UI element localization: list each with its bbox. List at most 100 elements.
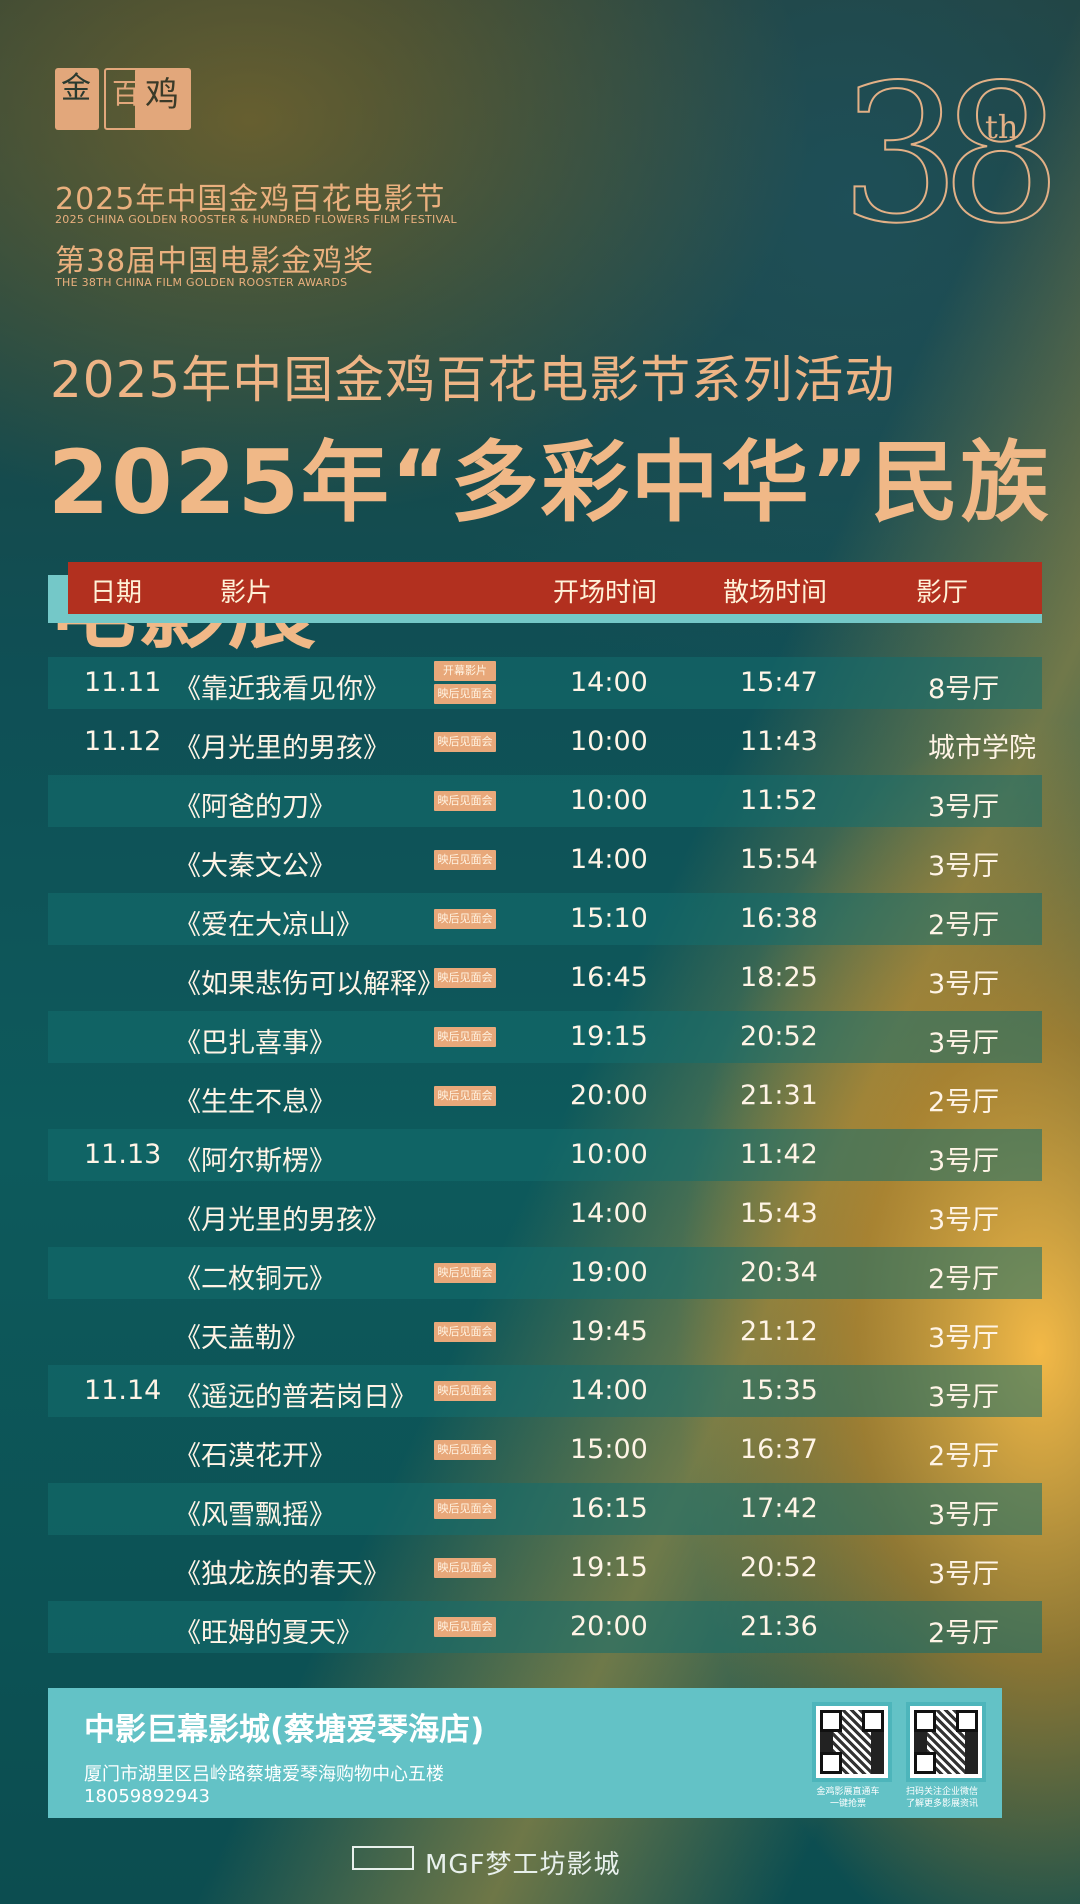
row-date: 11.13 bbox=[84, 1139, 162, 1170]
row-hall: 3号厅 bbox=[928, 969, 1000, 1000]
column-header-film: 影片 bbox=[220, 578, 273, 608]
row-end-time: 21:12 bbox=[740, 1316, 818, 1347]
row-film-title: 《月光里的男孩》 bbox=[174, 1205, 390, 1236]
table-row: 《巴扎喜事》 19:15 20:52 3号厅 映后见面会 bbox=[48, 1011, 1042, 1063]
row-hall: 3号厅 bbox=[928, 1205, 1000, 1236]
row-hall: 3号厅 bbox=[928, 851, 1000, 882]
venue-address: 厦门市湖里区吕岭路蔡塘爱琴海购物中心五楼 bbox=[84, 1764, 444, 1785]
row-event-tag: 映后见面会 bbox=[434, 732, 496, 752]
column-header-end: 散场时间 bbox=[723, 578, 828, 608]
row-film-title: 《如果悲伤可以解释》 bbox=[174, 969, 444, 1000]
row-event-tag: 映后见面会 bbox=[434, 1027, 496, 1047]
row-start-time: 15:10 bbox=[570, 903, 648, 934]
row-film-title: 《风雪飘摇》 bbox=[174, 1500, 336, 1531]
row-date: 11.12 bbox=[84, 726, 162, 757]
row-start-time: 20:00 bbox=[570, 1080, 648, 1111]
main-title: 2025年“多彩中华”民族电影展 bbox=[48, 431, 1051, 661]
table-header: 日期 影片 开场时间 散场时间 影厅 bbox=[68, 562, 1042, 614]
qr-caption-line: 了解更多影展资讯 bbox=[905, 1799, 978, 1809]
table-row: 《石漠花开》 15:00 16:37 2号厅 映后见面会 bbox=[48, 1424, 1042, 1476]
column-header-hall: 影厅 bbox=[916, 578, 969, 608]
row-start-time: 14:00 bbox=[570, 667, 648, 698]
wechat-qr-caption: 扫码关注企业微信 了解更多影展资讯 bbox=[897, 1786, 987, 1810]
row-film-title: 《月光里的男孩》 bbox=[174, 733, 390, 764]
festival-logo-char: 鸡 bbox=[145, 75, 179, 115]
table-row: 《月光里的男孩》 14:00 15:43 3号厅 bbox=[48, 1188, 1042, 1240]
table-row: 《天盖勒》 19:45 21:12 3号厅 映后见面会 bbox=[48, 1306, 1042, 1358]
venue-name: 中影巨幕影城(蔡塘爱琴海店) bbox=[84, 1712, 485, 1748]
row-end-time: 16:38 bbox=[740, 903, 818, 934]
row-hall: 3号厅 bbox=[928, 1559, 1000, 1590]
row-film-title: 《石漠花开》 bbox=[174, 1441, 336, 1472]
row-event-tag: 映后见面会 bbox=[434, 1086, 496, 1106]
row-film-title: 《巴扎喜事》 bbox=[174, 1028, 336, 1059]
column-header-date: 日期 bbox=[90, 578, 143, 608]
festival-logo-rooster-emblem: 鸡 bbox=[135, 68, 191, 130]
row-film-title: 《生生不息》 bbox=[174, 1087, 336, 1118]
row-start-time: 14:00 bbox=[570, 1198, 648, 1229]
mgf-logo-icon bbox=[352, 1846, 414, 1870]
row-end-time: 20:34 bbox=[740, 1257, 818, 1288]
row-start-time: 19:15 bbox=[570, 1021, 648, 1052]
qr-corner bbox=[914, 1710, 936, 1732]
award-name-cn: 第38届中国电影金鸡奖 bbox=[55, 244, 375, 279]
festival-logo-golden-rooster: 金 bbox=[55, 68, 99, 130]
row-film-title: 《独龙族的春天》 bbox=[174, 1559, 390, 1590]
row-start-time: 10:00 bbox=[570, 785, 648, 816]
row-hall: 2号厅 bbox=[928, 1618, 1000, 1649]
table-row: 11.14 《遥远的普若岗日》 14:00 15:35 3号厅 映后见面会 bbox=[48, 1365, 1042, 1417]
row-event-tag: 映后见面会 bbox=[434, 1558, 496, 1578]
row-start-time: 16:15 bbox=[570, 1493, 648, 1524]
row-hall: 2号厅 bbox=[928, 910, 1000, 941]
row-start-time: 19:45 bbox=[570, 1316, 648, 1347]
row-end-time: 20:52 bbox=[740, 1552, 818, 1583]
table-row: 《二枚铜元》 19:00 20:34 2号厅 映后见面会 bbox=[48, 1247, 1042, 1299]
row-event-tag: 映后见面会 bbox=[434, 1617, 496, 1637]
row-end-time: 15:35 bbox=[740, 1375, 818, 1406]
row-film-title: 《天盖勒》 bbox=[174, 1323, 309, 1354]
table-row: 《风雪飘摇》 16:15 17:42 3号厅 映后见面会 bbox=[48, 1483, 1042, 1535]
row-start-time: 19:00 bbox=[570, 1257, 648, 1288]
row-hall: 8号厅 bbox=[928, 674, 1000, 705]
row-end-time: 15:54 bbox=[740, 844, 818, 875]
ticket-qr-code[interactable] bbox=[812, 1702, 892, 1782]
row-end-time: 11:42 bbox=[740, 1139, 818, 1170]
table-row: 11.12 《月光里的男孩》 10:00 11:43 城市学院 映后见面会 bbox=[48, 716, 1042, 768]
row-hall: 2号厅 bbox=[928, 1441, 1000, 1472]
row-date: 11.11 bbox=[84, 667, 162, 698]
column-header-start: 开场时间 bbox=[553, 578, 658, 608]
venue-box: 中影巨幕影城(蔡塘爱琴海店) 厦门市湖里区吕岭路蔡塘爱琴海购物中心五楼 1805… bbox=[48, 1688, 1002, 1818]
table-row: 《旺姆的夏天》 20:00 21:36 2号厅 映后见面会 bbox=[48, 1601, 1042, 1653]
row-start-time: 10:00 bbox=[570, 1139, 648, 1170]
edition-number: 38 bbox=[839, 44, 1063, 265]
row-hall: 3号厅 bbox=[928, 1500, 1000, 1531]
festival-name-en: 2025 CHINA GOLDEN ROOSTER & HUNDRED FLOW… bbox=[55, 213, 457, 226]
table-row: 《如果悲伤可以解释》 16:45 18:25 3号厅 映后见面会 bbox=[48, 952, 1042, 1004]
row-start-time: 20:00 bbox=[570, 1611, 648, 1642]
row-start-time: 14:00 bbox=[570, 844, 648, 875]
qr-caption-line: 扫码关注企业微信 bbox=[905, 1787, 978, 1797]
row-event-tag: 映后见面会 bbox=[434, 791, 496, 811]
row-event-tag: 映后见面会 bbox=[434, 1381, 496, 1401]
row-hall: 城市学院 bbox=[928, 733, 1036, 764]
row-event-tag: 映后见面会 bbox=[434, 909, 496, 929]
row-end-time: 15:47 bbox=[740, 667, 818, 698]
table-row: 11.13 《阿尔斯楞》 10:00 11:42 3号厅 bbox=[48, 1129, 1042, 1181]
row-end-time: 11:52 bbox=[740, 785, 818, 816]
row-event-tag: 映后见面会 bbox=[434, 1263, 496, 1283]
table-row: 《生生不息》 20:00 21:31 2号厅 映后见面会 bbox=[48, 1070, 1042, 1122]
row-film-title: 《旺姆的夏天》 bbox=[174, 1618, 363, 1649]
table-row: 《大秦文公》 14:00 15:54 3号厅 映后见面会 bbox=[48, 834, 1042, 886]
wechat-qr-code[interactable] bbox=[906, 1702, 986, 1782]
qr-caption-line: 一键抢票 bbox=[829, 1799, 866, 1809]
footer-brand-logo: MGF梦工坊影城 bbox=[425, 1850, 621, 1880]
row-end-time: 21:31 bbox=[740, 1080, 818, 1111]
qr-corner bbox=[914, 1752, 936, 1774]
row-hall: 3号厅 bbox=[928, 1323, 1000, 1354]
row-end-time: 11:43 bbox=[740, 726, 818, 757]
row-hall: 2号厅 bbox=[928, 1264, 1000, 1295]
row-start-time: 19:15 bbox=[570, 1552, 648, 1583]
ticket-qr-caption: 金鸡影展直通车 一键抢票 bbox=[803, 1786, 893, 1810]
row-start-time: 10:00 bbox=[570, 726, 648, 757]
row-end-time: 15:43 bbox=[740, 1198, 818, 1229]
